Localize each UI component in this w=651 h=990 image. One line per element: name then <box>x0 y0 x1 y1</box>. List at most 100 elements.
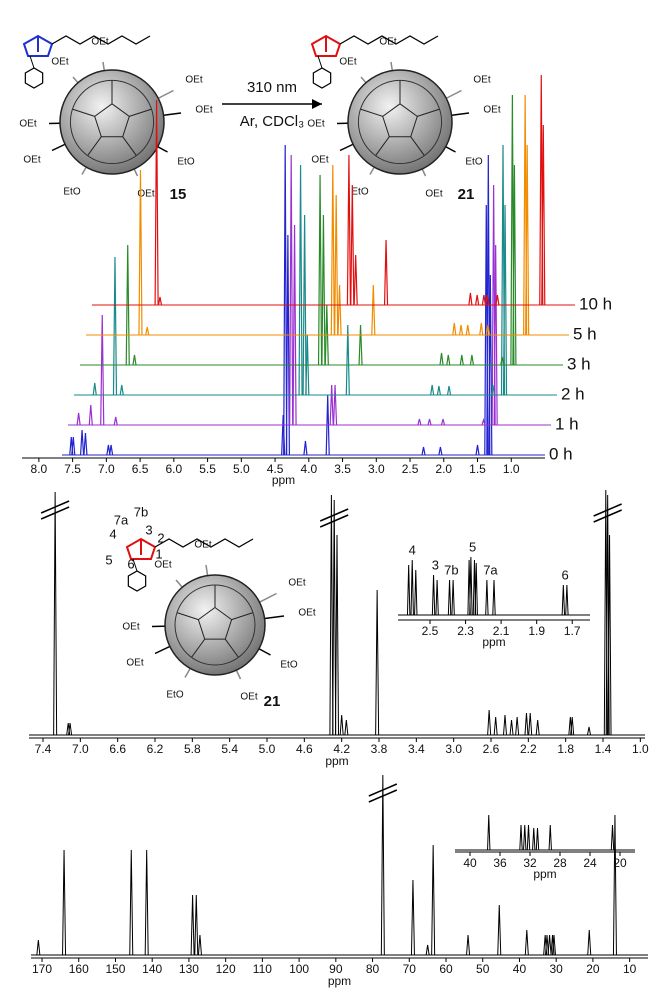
group-label: OEt <box>298 608 315 619</box>
x-tick-label: 5.0 <box>259 742 276 756</box>
axis-break <box>40 506 70 520</box>
peak <box>332 499 337 736</box>
phenyl <box>127 570 147 592</box>
compound-label: 21 <box>458 186 475 203</box>
x-tick-label: 5.5 <box>199 462 216 476</box>
peak <box>459 354 464 366</box>
peak <box>469 354 474 366</box>
peak <box>298 164 303 396</box>
cage-bond <box>198 607 216 620</box>
peak <box>329 494 334 736</box>
group-label: OEt <box>194 540 211 551</box>
peak <box>83 432 88 456</box>
cage-bond <box>111 103 130 117</box>
inset-peak <box>474 562 478 616</box>
peak <box>475 444 480 456</box>
x-tick-label: 3.0 <box>368 462 385 476</box>
x-tick-label: 10 <box>623 962 637 976</box>
peak <box>353 254 358 306</box>
inset-peak <box>431 574 436 616</box>
axis-break <box>368 783 398 797</box>
peak <box>339 714 344 736</box>
peak <box>303 440 308 456</box>
chain <box>51 35 151 45</box>
inset-peak <box>406 564 411 616</box>
peak <box>335 534 339 736</box>
peak-annotation: 5 <box>469 539 476 554</box>
peak <box>100 314 105 426</box>
peak <box>570 716 575 736</box>
inset-peak <box>410 559 414 616</box>
x-tick-label: 8.0 <box>31 462 48 476</box>
group-label: OEt <box>425 189 442 200</box>
phenyl <box>312 67 332 89</box>
x-tick-label: 20 <box>613 856 627 870</box>
x-tick-label: 3.0 <box>445 742 462 756</box>
peak <box>285 234 290 456</box>
peak <box>350 184 355 306</box>
x-tick-label: 60 <box>439 962 453 976</box>
group-label: OEt <box>122 622 139 633</box>
x-tick-label: 110 <box>253 962 272 976</box>
x-tick-label: 2.1 <box>493 624 510 638</box>
peak <box>438 446 443 456</box>
peak <box>197 934 202 956</box>
peak <box>524 929 529 956</box>
x-tick-label: 6.5 <box>132 462 149 476</box>
peak <box>446 354 451 366</box>
trace-label: 5 h <box>573 324 597 343</box>
x-tick-label: 24 <box>583 856 597 870</box>
group-label: EtO <box>177 157 194 168</box>
peak <box>112 256 118 396</box>
cage-bond <box>72 108 95 117</box>
inset-peak <box>485 579 489 616</box>
peak <box>421 446 426 456</box>
peak <box>329 384 334 426</box>
peak <box>481 417 486 426</box>
peak <box>383 239 389 306</box>
atom-label: 2 <box>157 530 164 545</box>
peak <box>487 709 492 736</box>
peak <box>337 284 342 336</box>
cage-bond <box>197 619 206 640</box>
peak-annotation: 7a <box>483 562 498 577</box>
peak <box>321 214 326 366</box>
inset-peak <box>565 584 569 616</box>
peak <box>62 849 67 956</box>
x-tick-label: 28 <box>553 856 567 870</box>
cage-bond <box>231 612 254 621</box>
peak <box>493 716 498 736</box>
cage-bond <box>360 108 383 117</box>
inset-peak <box>469 556 473 616</box>
condition-wavelength: 310 nm <box>247 79 297 96</box>
inset-peak <box>414 569 418 616</box>
peak <box>475 294 480 306</box>
peak <box>138 169 143 336</box>
x-axis-label: ppm <box>325 754 348 768</box>
peak-annotation: 6 <box>561 567 568 582</box>
cage-bond <box>375 136 390 156</box>
fullerene <box>59 69 165 175</box>
x-tick-label: 90 <box>329 962 343 976</box>
x-tick-label: 3.4 <box>408 742 425 756</box>
peak <box>283 144 288 456</box>
phenyl <box>24 67 44 89</box>
trace-label: 10 h <box>579 294 612 313</box>
x-tick-label: 160 <box>69 962 89 976</box>
x-tick-label: 1.9 <box>528 624 545 638</box>
peak <box>292 224 297 426</box>
trace-label: 1 h <box>555 414 579 433</box>
trace-label: 2 h <box>561 384 585 403</box>
group-label: OEt <box>339 57 356 68</box>
x-axis-label: ppm <box>482 635 505 649</box>
x-tick-label: 7.0 <box>72 742 89 756</box>
atom-label: 1 <box>155 546 162 561</box>
peak <box>371 284 376 336</box>
x-tick-label: 170 <box>32 962 52 976</box>
cage-bond <box>191 638 206 658</box>
fullerene <box>347 69 453 175</box>
peak <box>468 292 473 306</box>
cage-bond <box>94 116 102 137</box>
group-label: OEt <box>23 155 40 166</box>
